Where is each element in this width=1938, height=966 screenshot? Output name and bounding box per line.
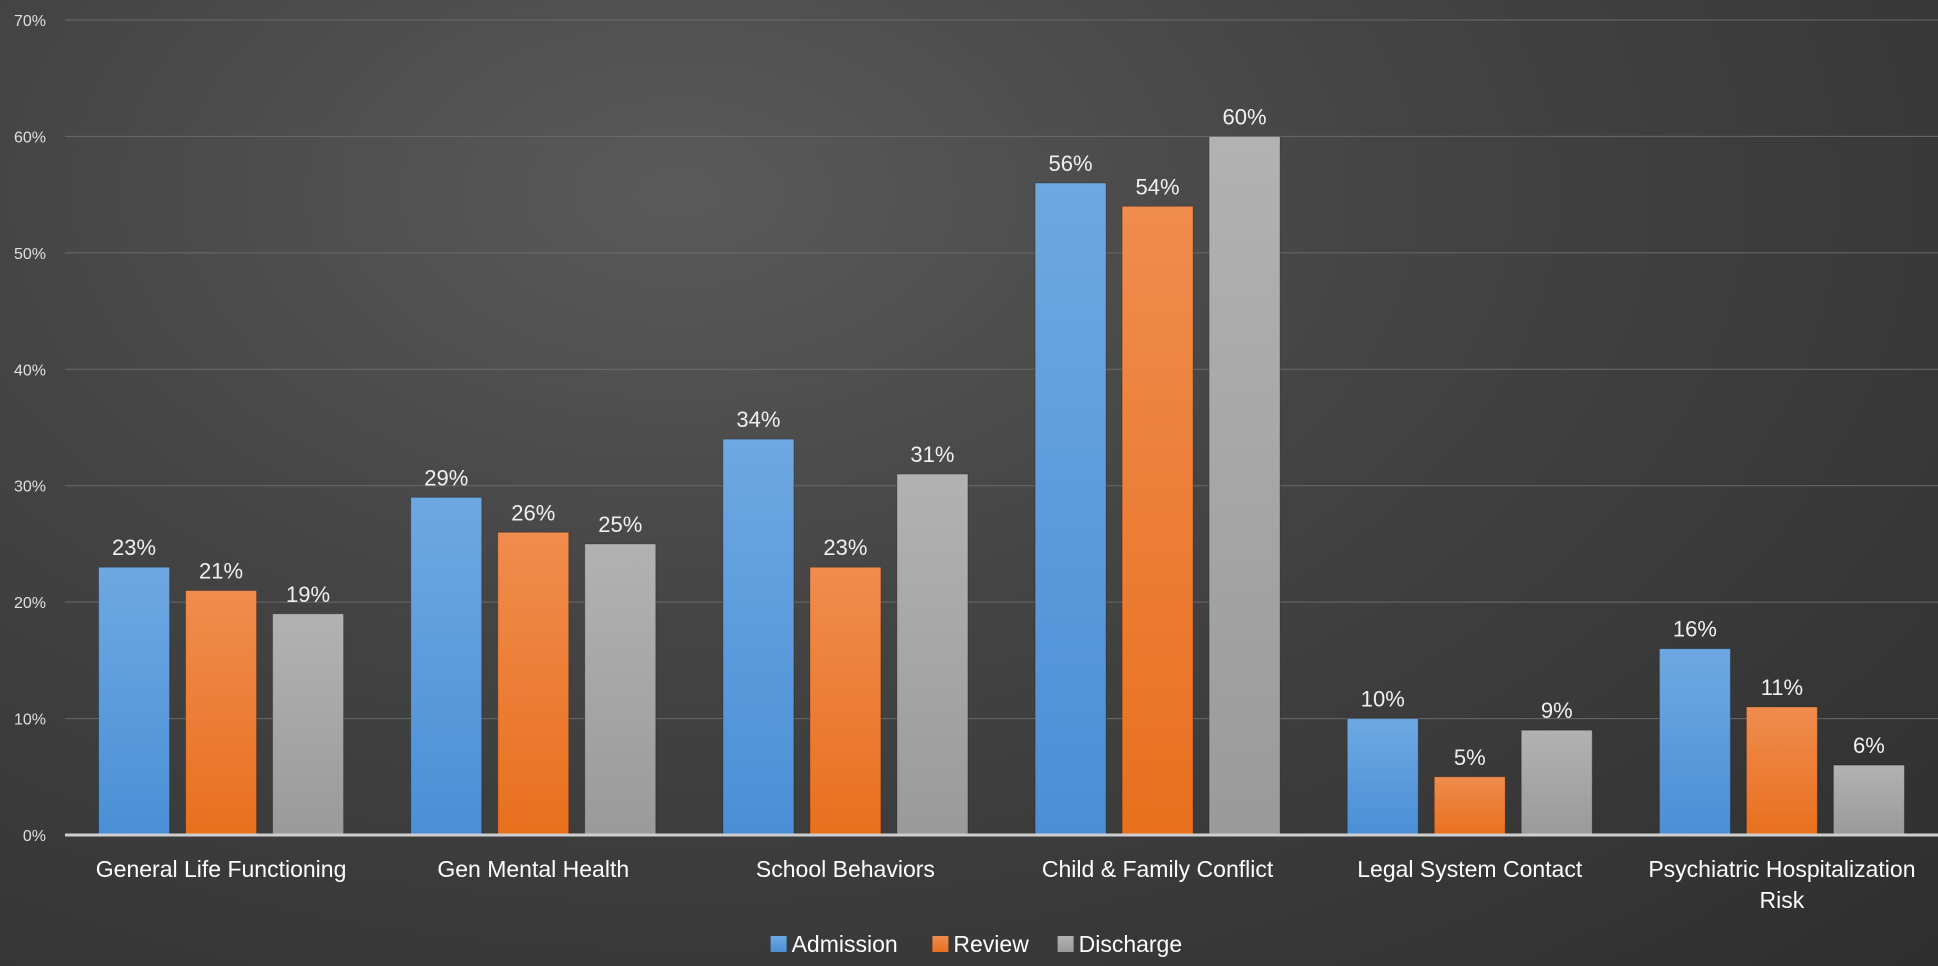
- legend-swatch: [932, 936, 949, 952]
- bar-review: [185, 590, 258, 836]
- data-label: 10%: [1361, 687, 1405, 712]
- data-label: 34%: [736, 407, 780, 432]
- bar-discharge: [272, 613, 345, 836]
- bars: [98, 135, 1905, 836]
- x-category-label: Legal System Contact: [1357, 856, 1583, 882]
- bar-review: [1121, 205, 1194, 836]
- bar-discharge: [1832, 764, 1905, 836]
- data-label: 19%: [286, 582, 330, 607]
- bar-discharge: [584, 543, 657, 836]
- bar-discharge: [896, 473, 969, 836]
- y-tick-label: 30%: [14, 479, 46, 496]
- x-category-label: General Life Functioning: [96, 856, 347, 882]
- bar-admission: [98, 566, 171, 836]
- bar-admission: [722, 438, 795, 836]
- data-label: 6%: [1853, 733, 1885, 758]
- data-label: 29%: [424, 465, 468, 490]
- y-tick-label: 70%: [14, 13, 46, 30]
- gridlines: [65, 19, 1938, 720]
- data-label: 56%: [1049, 151, 1093, 176]
- y-tick-label: 40%: [14, 362, 46, 379]
- bar-admission: [410, 496, 483, 836]
- data-label: 16%: [1673, 617, 1717, 642]
- bar-review: [809, 566, 882, 836]
- data-label: 25%: [598, 512, 642, 537]
- legend-swatch: [770, 936, 787, 952]
- x-category-label: School Behaviors: [756, 856, 935, 882]
- data-label: 60%: [1223, 104, 1267, 129]
- y-axis-ticks: 0% 10% 20% 30% 40% 50% 60% 70%: [14, 13, 46, 845]
- data-label: 11%: [1761, 675, 1803, 700]
- legend-label: Admission: [792, 931, 898, 957]
- data-label: 26%: [511, 500, 555, 525]
- bar-admission: [1658, 648, 1731, 836]
- legend-label: Discharge: [1079, 931, 1183, 957]
- bar-discharge: [1520, 729, 1593, 836]
- legend-item-admission: Admission: [770, 931, 898, 957]
- bar-admission: [1034, 182, 1107, 836]
- y-tick-label: 60%: [14, 129, 46, 146]
- data-label: 54%: [1136, 174, 1180, 199]
- bar-discharge: [1208, 135, 1281, 836]
- bar-admission: [1346, 718, 1419, 836]
- y-tick-label: 10%: [14, 712, 46, 729]
- y-tick-label: 50%: [14, 246, 46, 263]
- data-labels: 23% 21% 19% 29% 26% 25% 34% 23% 31% 56% 54% 60% 10% 5…: [112, 104, 1885, 769]
- data-label: 21%: [199, 559, 243, 584]
- legend-swatch: [1057, 936, 1074, 952]
- y-tick-label: 20%: [14, 595, 46, 612]
- legend: Admission Review Discharge: [770, 931, 1183, 957]
- data-label: 9%: [1541, 698, 1573, 723]
- data-label: 31%: [910, 442, 954, 467]
- y-tick-label: 0%: [23, 828, 46, 845]
- bar-review: [1745, 706, 1818, 836]
- bar-review: [1433, 776, 1506, 836]
- x-axis-category-labels: General Life Functioning Gen Mental Healt…: [96, 856, 1916, 913]
- legend-label: Review: [953, 931, 1029, 957]
- data-label: 23%: [823, 535, 867, 560]
- legend-item-review: Review: [932, 931, 1029, 957]
- data-label: 5%: [1454, 745, 1486, 770]
- x-category-label: Psychiatric Hospitalization Risk: [1648, 856, 1915, 913]
- legend-item-discharge: Discharge: [1057, 931, 1183, 957]
- bar-review: [497, 531, 570, 836]
- x-category-label: Child & Family Conflict: [1042, 856, 1274, 882]
- data-label: 23%: [112, 535, 156, 560]
- x-category-label: Gen Mental Health: [437, 856, 629, 882]
